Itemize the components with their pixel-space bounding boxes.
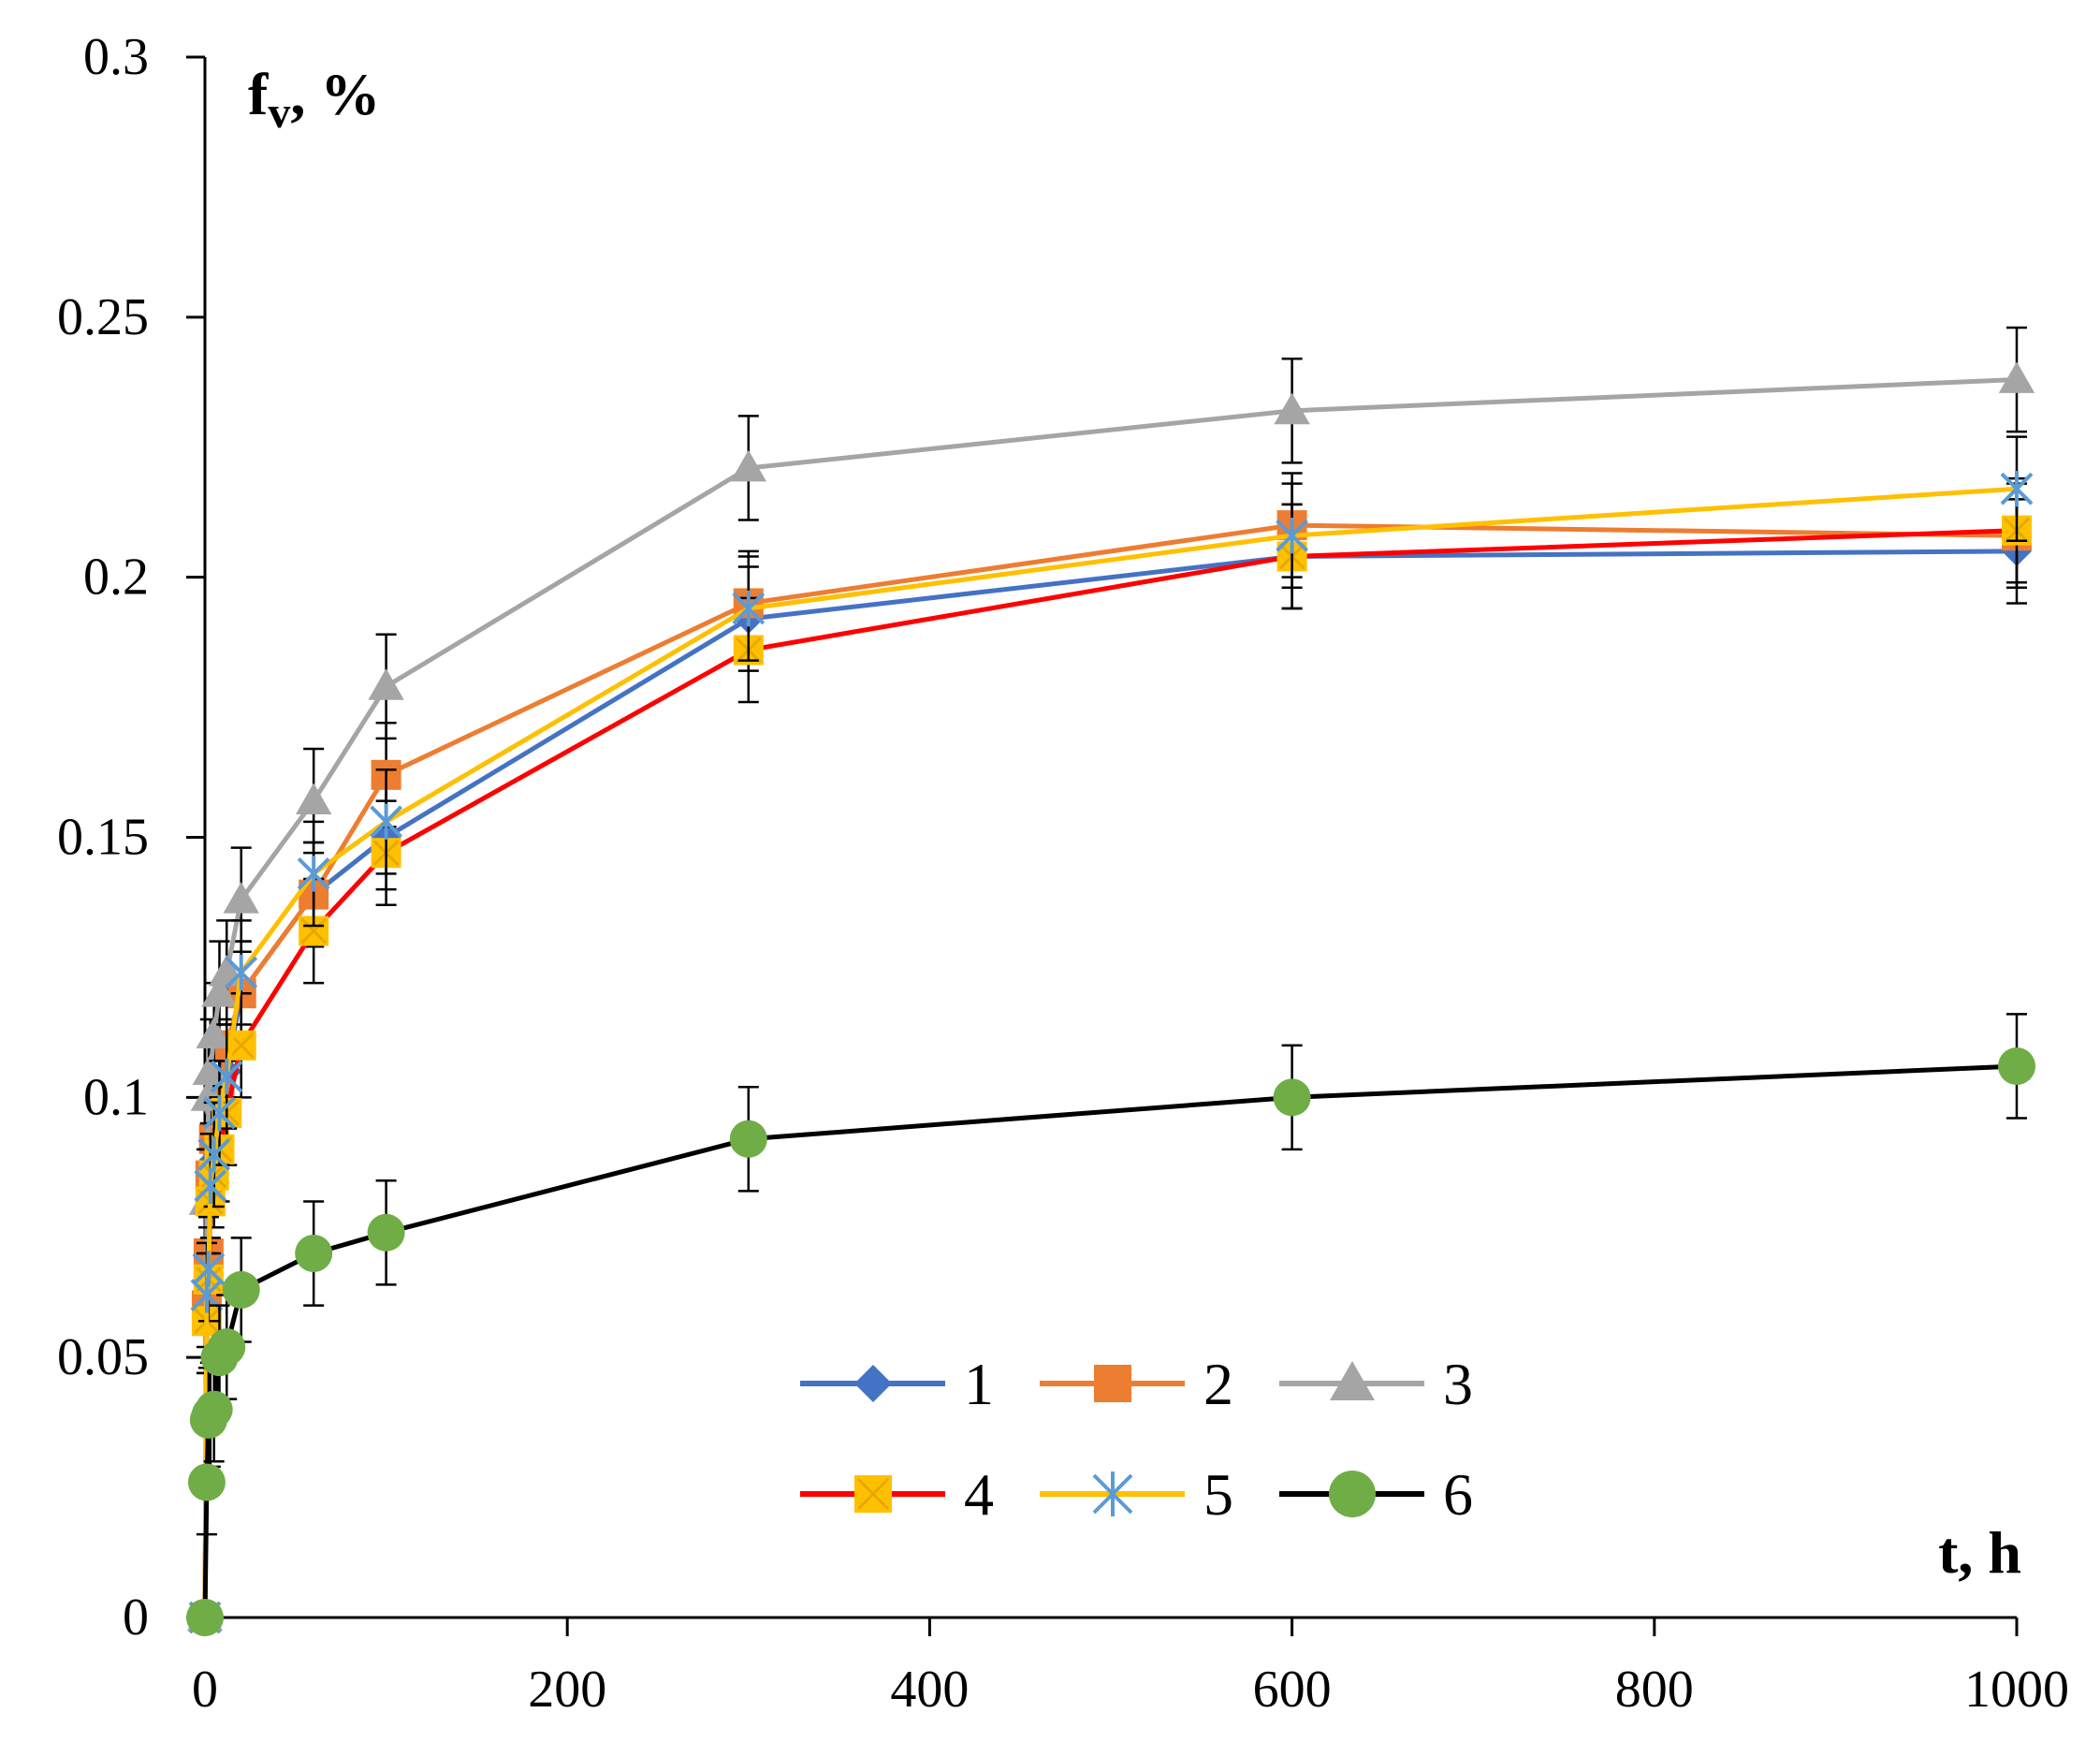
legend-marker: [1094, 1365, 1131, 1402]
legend-item-5: 5: [1040, 1461, 1233, 1528]
x-tick-label: 0: [192, 1661, 218, 1719]
data-point: [203, 1094, 236, 1132]
series-1: [190, 498, 2032, 1633]
series-line-3: [202, 377, 2018, 1618]
data-point: [1274, 392, 1310, 425]
legend-label: 3: [1443, 1351, 1473, 1417]
data-point: [1998, 361, 2035, 393]
legend-item-4: 4: [800, 1461, 994, 1528]
series-2: [190, 472, 2032, 1633]
series-line-1: [202, 549, 2018, 1618]
series-layer: [186, 326, 2035, 1636]
y-tick-label: 0.15: [57, 809, 149, 867]
data-point: [295, 783, 332, 815]
y-tick-label: 0.05: [57, 1328, 149, 1386]
legend-marker: [1329, 1471, 1376, 1517]
data-point: [197, 1136, 231, 1173]
legend-label: 4: [964, 1461, 994, 1528]
y-tick-label: 0.2: [83, 549, 149, 607]
legend-label: 6: [1443, 1461, 1473, 1528]
x-tick-label: 200: [528, 1661, 606, 1719]
data-point: [195, 1390, 233, 1428]
x-tick-label: 800: [1615, 1661, 1694, 1719]
y-tick-label: 0.3: [83, 28, 149, 86]
data-point: [730, 449, 766, 482]
data-point: [186, 1599, 224, 1636]
data-point: [295, 1235, 333, 1273]
legend-marker: [1330, 1361, 1375, 1400]
data-point: [368, 668, 404, 700]
y-axis-title: fv, %: [248, 61, 380, 138]
series-line-6: [202, 1063, 2018, 1618]
data-point: [201, 975, 238, 1007]
legend-item-2: 2: [1040, 1351, 1233, 1417]
x-tick-label: 600: [1253, 1661, 1332, 1719]
y-tick-label: 0.1: [83, 1068, 149, 1126]
series-6: [186, 1013, 2035, 1636]
legend-item-6: 6: [1279, 1461, 1473, 1528]
series-line-4: [202, 528, 2018, 1618]
data-point: [194, 1167, 227, 1204]
data-point: [1998, 1047, 2035, 1085]
y-tick-label: 0.25: [57, 288, 149, 346]
legend-label: 2: [1203, 1351, 1233, 1417]
series-4: [190, 476, 2032, 1633]
series-line-5: [202, 486, 2018, 1618]
legend-item-3: 3: [1279, 1351, 1473, 1417]
data-point: [192, 1251, 226, 1287]
data-point: [210, 1058, 243, 1095]
data-point: [2000, 471, 2034, 507]
legend-label: 1: [964, 1351, 994, 1417]
legend-marker: [854, 1475, 892, 1513]
legend-item-1: 1: [800, 1351, 994, 1417]
data-point: [370, 803, 403, 841]
x-axis-title: t, h: [1938, 1519, 2021, 1586]
data-point: [1273, 1078, 1311, 1117]
data-point: [225, 954, 258, 991]
data-point: [222, 1270, 260, 1309]
data-point: [187, 1463, 226, 1501]
data-point: [1276, 518, 1309, 554]
axes: 0 0.05 0.1 0.15 0.2 0.25 0.3 0 200 400 600 800 1000: [57, 28, 2069, 1719]
data-point: [196, 1017, 232, 1049]
data-point: [223, 881, 259, 914]
data-point: [297, 856, 330, 892]
series-5: [188, 435, 2034, 1636]
legend-marker: [1092, 1471, 1133, 1516]
series-line-2: [202, 522, 2018, 1618]
data-point: [367, 1213, 405, 1252]
y-tick-label: 0: [123, 1589, 149, 1647]
data-point: [729, 1120, 767, 1158]
series-3: [186, 326, 2035, 1632]
legend: 1 2 3 4 5 6: [800, 1351, 1473, 1528]
legend-label: 5: [1203, 1461, 1233, 1528]
x-tick-label: 400: [890, 1661, 969, 1719]
x-tick-label: 1000: [1964, 1661, 2069, 1719]
data-point: [208, 1328, 246, 1367]
legend-marker: [854, 1365, 892, 1402]
data-point: [732, 590, 766, 627]
